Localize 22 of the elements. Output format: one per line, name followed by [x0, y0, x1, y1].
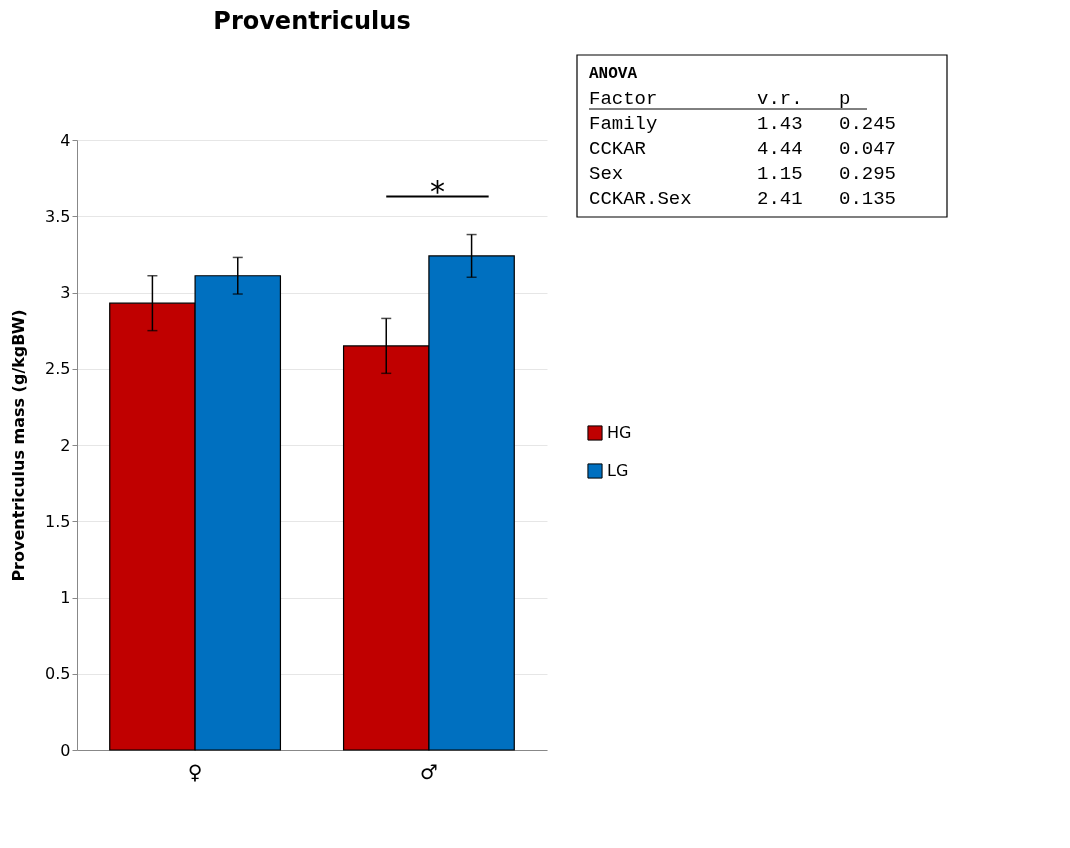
- y-tick-label: 2.5: [45, 359, 71, 379]
- x-tick-label: ♂: [419, 759, 438, 784]
- y-tick-label: 4: [60, 130, 71, 150]
- y-tick-label: 0: [60, 740, 71, 760]
- text: Sex 1.15 0.295: [589, 163, 897, 185]
- x-tick-label: ♀: [187, 759, 203, 784]
- y-axis-title: Proventriculus mass (g/kgBW): [9, 309, 29, 582]
- legend-label: HG: [607, 423, 632, 442]
- text: Factor v.r. p: [589, 88, 851, 110]
- text: CCKAR.Sex 2.41 0.135: [589, 188, 897, 210]
- y-tick-label: 3.5: [45, 206, 71, 226]
- y-tick-label: 1.5: [45, 511, 71, 531]
- text: ANOVA: [589, 65, 638, 83]
- text: CCKAR 4.44 0.047: [589, 138, 897, 160]
- y-tick-label: 0.5: [45, 664, 71, 684]
- y-tick-label: 3: [60, 283, 71, 302]
- chart-title: Proventriculus: [213, 7, 411, 36]
- annotation: *: [429, 174, 445, 210]
- y-tick-label: 2: [60, 435, 71, 455]
- legend-label: LG: [607, 461, 629, 480]
- y-tick-label: 1: [60, 588, 71, 607]
- text: Family 1.43 0.245: [589, 113, 897, 135]
